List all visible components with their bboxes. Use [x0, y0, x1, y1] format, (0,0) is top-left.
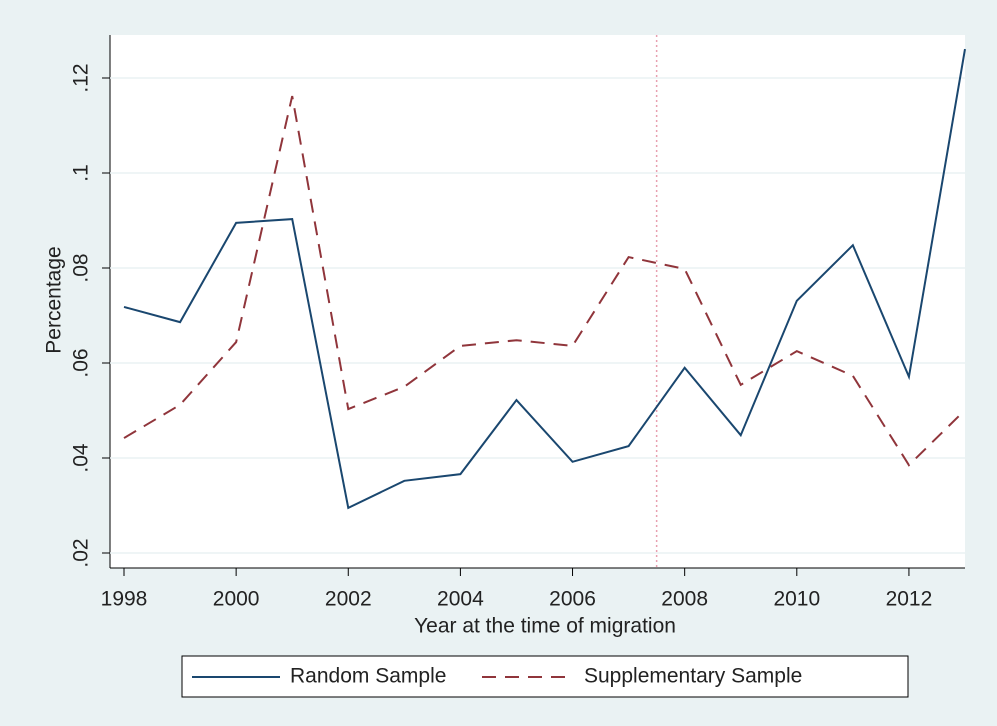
- legend: [181, 655, 909, 698]
- y-tick-label: .06: [70, 348, 93, 377]
- plot-area: [110, 35, 965, 568]
- x-tick-label: 2004: [437, 588, 484, 611]
- data-line: [123, 48, 966, 510]
- x-tick-label: 2006: [549, 588, 596, 611]
- y-tick-label: .08: [70, 253, 93, 282]
- x-tick-label: 2002: [325, 588, 372, 611]
- y-axis-title: Percentage: [43, 246, 66, 353]
- x-axis-title: Year at the time of migration: [414, 615, 676, 638]
- y-tick-label: .12: [70, 63, 93, 92]
- x-tick-label: 2012: [886, 588, 933, 611]
- x-tick-label: 2010: [773, 588, 820, 611]
- x-tick-label: 2000: [213, 588, 260, 611]
- y-tick-label: .1: [70, 164, 93, 182]
- x-tick-label: 1998: [101, 588, 148, 611]
- x-tick-label: 2008: [661, 588, 708, 611]
- legend-label: Supplementary Sample: [584, 665, 802, 688]
- legend-label: Random Sample: [290, 665, 446, 688]
- data-line: [123, 95, 966, 467]
- y-tick-label: .02: [70, 538, 93, 567]
- y-tick-label: .04: [70, 443, 93, 473]
